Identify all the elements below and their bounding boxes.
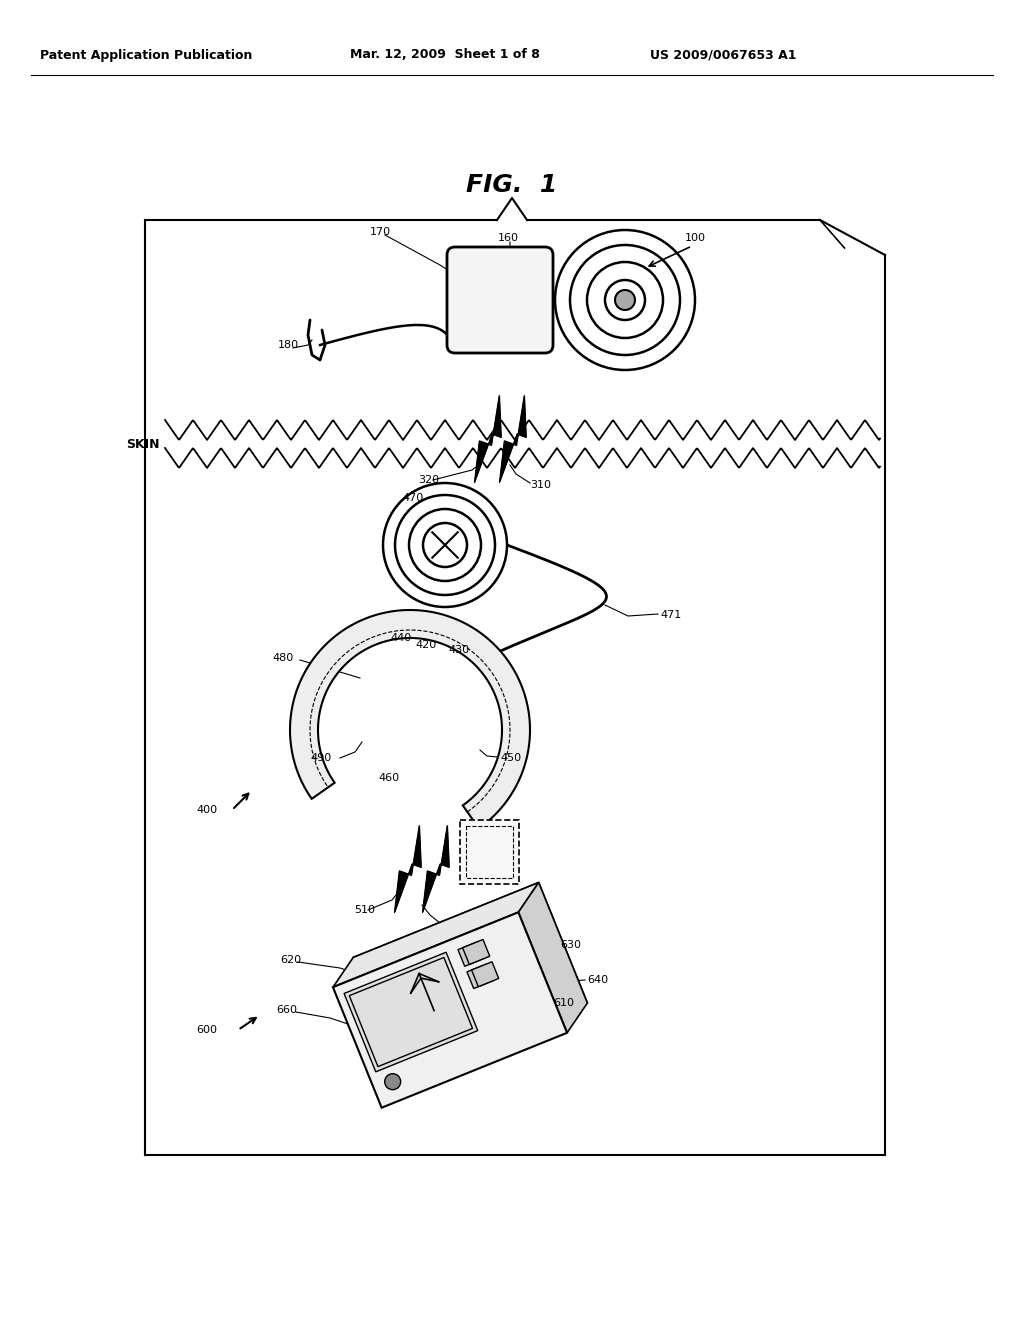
Text: 460: 460 — [378, 774, 399, 783]
Polygon shape — [458, 941, 485, 966]
Circle shape — [555, 230, 695, 370]
Text: 480: 480 — [272, 653, 293, 663]
Text: Mar. 12, 2009  Sheet 1 of 8: Mar. 12, 2009 Sheet 1 of 8 — [350, 49, 540, 62]
Circle shape — [385, 1073, 400, 1090]
Text: 100: 100 — [685, 234, 706, 243]
Polygon shape — [353, 883, 588, 1078]
Circle shape — [605, 280, 645, 319]
Text: 170: 170 — [370, 227, 391, 238]
Text: 160: 160 — [498, 234, 519, 243]
Text: 620: 620 — [280, 954, 301, 965]
Polygon shape — [474, 396, 501, 482]
Text: 430: 430 — [449, 645, 469, 655]
Circle shape — [423, 523, 467, 568]
Text: 520: 520 — [440, 920, 461, 931]
Polygon shape — [463, 940, 489, 965]
FancyBboxPatch shape — [447, 247, 553, 352]
Text: 650: 650 — [380, 1045, 401, 1055]
Polygon shape — [518, 883, 588, 1032]
Circle shape — [409, 510, 481, 581]
PathPatch shape — [290, 610, 530, 828]
Text: 640: 640 — [587, 975, 608, 985]
Text: 610: 610 — [553, 998, 574, 1008]
Polygon shape — [344, 952, 478, 1072]
Text: Patent Application Publication: Patent Application Publication — [40, 49, 252, 62]
Polygon shape — [394, 825, 421, 912]
Text: SKIN: SKIN — [127, 437, 160, 450]
Text: 440: 440 — [390, 634, 412, 643]
Text: 420: 420 — [415, 640, 436, 649]
Text: 450: 450 — [500, 752, 521, 763]
Polygon shape — [333, 883, 539, 987]
Text: 320: 320 — [418, 475, 439, 484]
Polygon shape — [423, 825, 450, 912]
Text: 630: 630 — [560, 940, 581, 950]
Text: 490: 490 — [310, 752, 331, 763]
FancyBboxPatch shape — [461, 820, 519, 884]
Circle shape — [395, 495, 495, 595]
Text: 660: 660 — [276, 1005, 297, 1015]
Circle shape — [587, 261, 663, 338]
Circle shape — [383, 483, 507, 607]
Polygon shape — [500, 396, 526, 482]
Text: US 2009/0067653 A1: US 2009/0067653 A1 — [650, 49, 797, 62]
Text: 470: 470 — [402, 492, 423, 503]
Text: FIG.  1: FIG. 1 — [466, 173, 558, 197]
Circle shape — [615, 290, 635, 310]
Text: 510: 510 — [354, 906, 375, 915]
Polygon shape — [472, 962, 499, 986]
Polygon shape — [467, 964, 495, 989]
Text: 600: 600 — [196, 1026, 217, 1035]
Text: 400: 400 — [196, 805, 217, 814]
Text: 471: 471 — [660, 610, 681, 620]
Text: 180: 180 — [278, 341, 299, 350]
Polygon shape — [333, 912, 567, 1107]
Circle shape — [570, 246, 680, 355]
Text: 310: 310 — [530, 480, 551, 490]
